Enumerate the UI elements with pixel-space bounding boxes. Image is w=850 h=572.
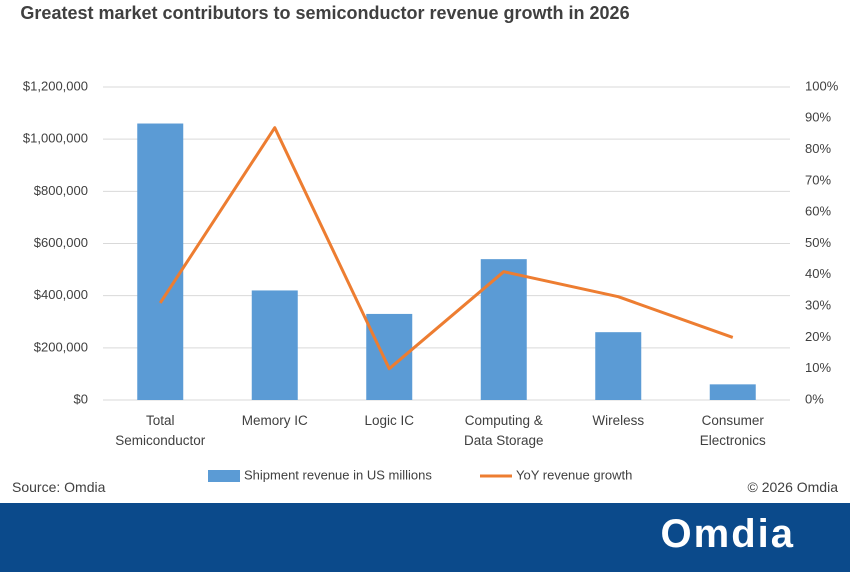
bar <box>251 290 298 400</box>
x-tick-label: Computing & Data Storage <box>463 413 544 448</box>
y2-tick-label: 100% <box>805 78 839 93</box>
bar <box>137 123 184 401</box>
y-tick-label: $1,200,000 <box>23 78 88 93</box>
y-tick-label: $800,000 <box>34 183 88 198</box>
x-tick-label: Consumer Electronics <box>699 413 766 448</box>
y-tick-label: $200,000 <box>34 339 88 354</box>
copyright: © 2026 Omdia <box>747 479 838 495</box>
y2-tick-label: 40% <box>805 266 831 281</box>
x-tick-label: Memory IC <box>241 413 308 428</box>
y2-tick-label: 70% <box>805 172 831 187</box>
bar <box>480 259 527 400</box>
chart-title: Greatest market contributors to semicond… <box>20 3 630 23</box>
y2-tick-label: 30% <box>805 298 831 313</box>
y2-tick-label: 20% <box>805 329 831 344</box>
y-tick-label: $600,000 <box>34 235 88 250</box>
brand-band <box>0 503 850 572</box>
line <box>158 126 734 371</box>
y-tick-label: $400,000 <box>34 287 88 302</box>
source: Source: Omdia <box>12 479 106 495</box>
legend-swatch <box>208 470 240 482</box>
y2-tick-label: 50% <box>805 235 831 250</box>
legend-label: Shipment revenue in US millions <box>244 467 432 482</box>
y-tick-label: $0 <box>74 391 88 406</box>
x-tick-label: Total Semiconductor <box>115 413 206 448</box>
brand: Omdia <box>660 512 795 556</box>
x-tick-label: Wireless <box>592 413 645 428</box>
legend-label: YoY revenue growth <box>516 467 632 482</box>
y2-tick-label: 0% <box>805 391 824 406</box>
y2-tick-label: 80% <box>805 141 831 156</box>
y-tick-label: $1,000,000 <box>23 131 88 146</box>
x-tick-label: Logic IC <box>364 413 415 428</box>
y2-tick-label: 90% <box>805 110 831 125</box>
bar <box>595 332 642 400</box>
y2-tick-label: 60% <box>805 204 831 219</box>
y2-tick-label: 10% <box>805 360 831 375</box>
bar <box>709 384 756 400</box>
